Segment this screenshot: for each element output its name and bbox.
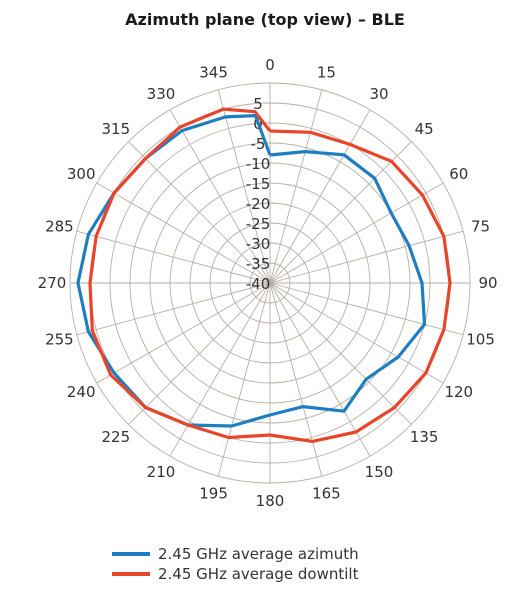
angle-label: 210 (147, 463, 176, 481)
legend-label: 2.45 GHz average azimuth (158, 545, 359, 563)
spoke-line (76, 282, 271, 336)
angle-label: 195 (199, 485, 228, 503)
radial-tick-label: -20 (246, 195, 271, 213)
radial-tick-label: -25 (246, 215, 271, 233)
radial-tick-label: 5 (253, 95, 263, 113)
polar-spokes (70, 83, 470, 483)
spoke-line (269, 89, 323, 284)
spoke-line (269, 141, 412, 284)
angle-label: 15 (317, 63, 336, 81)
angle-label: 30 (369, 85, 388, 103)
angle-labels: 0 15 30 45 60 75 90 105 120 135 150 165 180 195 210 225… (38, 56, 498, 510)
legend: 2.45 GHz average azimuth 2.45 GHz average… (112, 545, 359, 583)
radial-tick-label: -10 (246, 155, 271, 173)
spoke-line (269, 282, 371, 457)
radial-tick-label: -40 (246, 275, 271, 293)
spoke-line (269, 282, 464, 336)
angle-label: 330 (147, 85, 176, 103)
spoke-line (217, 282, 271, 477)
radial-labels: 50-5-10-15-20-25-30-35-40 (246, 95, 271, 293)
angle-label: 300 (67, 165, 96, 183)
angle-label: 120 (444, 383, 473, 401)
angle-label: 165 (312, 485, 341, 503)
angle-label: 315 (102, 120, 131, 138)
angle-label: 270 (38, 274, 67, 292)
angle-label: 255 (45, 330, 74, 348)
radial-tick-label: -35 (246, 255, 271, 273)
radial-tick-label: -5 (251, 135, 266, 153)
chart-title: Azimuth plane (top view) – BLE (125, 10, 405, 29)
spoke-line (169, 109, 271, 284)
angle-label: 105 (466, 330, 495, 348)
spoke-line (269, 282, 412, 425)
spoke-line (96, 182, 271, 284)
spoke-line (269, 282, 444, 384)
angle-label: 180 (256, 492, 285, 510)
spoke-line (128, 141, 271, 284)
angle-label: 285 (45, 218, 74, 236)
angle-label: 75 (471, 218, 490, 236)
spoke-line (169, 282, 271, 457)
spoke-line (76, 230, 271, 284)
spoke-line (96, 282, 271, 384)
angle-label: 225 (102, 428, 131, 446)
spoke-line (269, 182, 444, 284)
angle-label: 135 (410, 428, 439, 446)
angle-label: 90 (478, 274, 497, 292)
legend-label: 2.45 GHz average downtilt (158, 565, 359, 583)
spoke-line (128, 282, 271, 425)
radial-tick-label: -15 (246, 175, 271, 193)
angle-label: 45 (415, 120, 434, 138)
angle-label: 240 (67, 383, 96, 401)
angle-label: 60 (449, 165, 468, 183)
spoke-line (269, 230, 464, 284)
radial-tick-label: -30 (246, 235, 271, 253)
spoke-line (269, 282, 323, 477)
spoke-line (217, 89, 271, 284)
series-line (88, 107, 452, 443)
spoke-line (269, 109, 371, 284)
angle-label: 345 (199, 63, 228, 81)
angle-label: 150 (365, 463, 394, 481)
series-group (76, 107, 452, 443)
angle-label: 0 (265, 56, 275, 74)
